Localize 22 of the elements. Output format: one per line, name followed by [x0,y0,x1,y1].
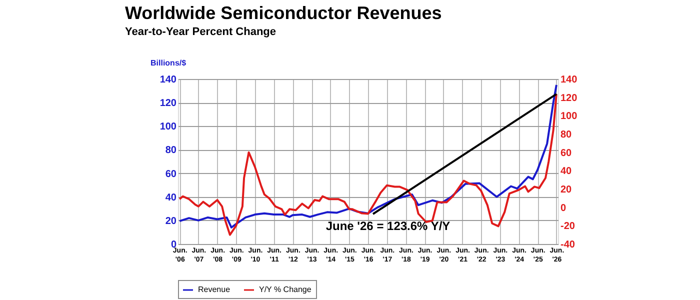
y-tick-label: 40 [165,192,177,204]
legend-label: Y/Y % Change [259,285,312,294]
y2-tick-label: 20 [560,184,572,196]
y2-tick-label: -20 [560,221,576,232]
legend-label: Revenue [198,285,231,294]
y2-tick-label: 80 [560,130,572,140]
y-axis-title: Billions/$ [150,58,187,68]
chart-subtitle: Year-to-Year Percent Change [125,26,276,38]
y-tick-label: 20 [165,216,177,227]
y2-tick-label: 120 [560,92,578,104]
y2-tick-label: 100 [560,111,578,122]
y2-tick-label: 0 [560,202,566,214]
y-tick-label: 80 [165,145,177,156]
y2-tick-label: 40 [560,166,572,178]
y2-tick-label: 60 [560,148,572,159]
y-tick-label: 120 [160,98,177,110]
y2-tick-label: 140 [560,74,578,86]
annotation: June '26 = 123.6% Y/Y [326,219,450,233]
chart-title: Worldwide Semiconductor Revenues [125,3,442,23]
y-tick-label: 60 [165,168,177,180]
y-tick-label: 140 [160,74,177,86]
y-tick-label: 100 [160,122,177,133]
